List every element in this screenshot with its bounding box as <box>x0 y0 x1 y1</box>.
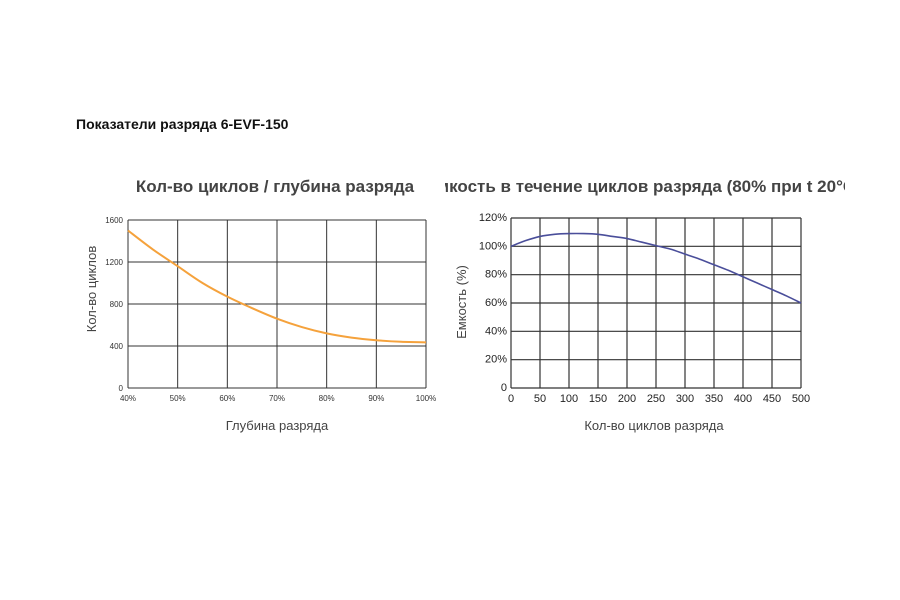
y-tick-label: 40% <box>485 325 507 337</box>
grid <box>510 217 802 389</box>
chart-title: Кол-во циклов / глубина разряда <box>136 177 415 196</box>
x-tick-label: 90% <box>368 394 384 403</box>
x-tick-label: 350 <box>705 393 723 405</box>
x-tick-label: 50% <box>170 394 186 403</box>
y-axis-title: Кол-во циклов <box>84 246 99 333</box>
capacity-vs-cycles-svg: Ёмкость в течение циклов разряда (80% пр… <box>425 177 861 433</box>
y-tick-label: 800 <box>110 300 124 309</box>
y-tick-label: 1600 <box>105 216 123 225</box>
y-tick-label: 20% <box>485 354 507 366</box>
capacity-vs-cycles-chart: Ёмкость в течение циклов разряда (80% пр… <box>425 160 861 450</box>
y-axis-title: Емкость (%) <box>454 265 469 339</box>
y-ticks: 0 400 800 1200 1600 <box>105 216 123 393</box>
cycles-vs-depth-chart: Кол-во циклов / глубина разряда 40% 50% 60… <box>70 160 450 450</box>
y-tick-label: 120% <box>479 212 507 224</box>
y-tick-label: 80% <box>485 269 507 281</box>
chart-title: Ёмкость в течение циклов разряда (80% пр… <box>445 177 845 196</box>
x-axis-title: Кол-во циклов разряда <box>584 418 724 433</box>
x-tick-label: 150 <box>589 393 607 405</box>
x-tick-label: 500 <box>792 393 810 405</box>
y-tick-label: 60% <box>485 297 507 309</box>
y-tick-label: 0 <box>501 382 507 394</box>
x-tick-label: 100 <box>560 393 578 405</box>
x-tick-label: 0 <box>508 393 514 405</box>
x-ticks: 40% 50% 60% 70% 80% 90% 100% <box>120 394 436 403</box>
x-tick-label: 450 <box>763 393 781 405</box>
series-line <box>510 232 802 304</box>
x-tick-label: 300 <box>676 393 694 405</box>
x-tick-label: 80% <box>319 394 335 403</box>
x-axis-title: Глубина разряда <box>226 418 329 433</box>
x-tick-label: 70% <box>269 394 285 403</box>
series-line <box>127 229 427 344</box>
page-heading: Показатели разряда 6-EVF-150 <box>76 116 289 132</box>
y-ticks: 0 20% 40% 60% 80% 100% 120% <box>479 212 507 394</box>
y-tick-label: 100% <box>479 240 507 252</box>
x-tick-label: 100% <box>416 394 436 403</box>
x-tick-label: 200 <box>618 393 636 405</box>
y-tick-label: 0 <box>119 384 124 393</box>
cycles-vs-depth-svg: Кол-во циклов / глубина разряда 40% 50% 60… <box>84 177 436 433</box>
x-tick-label: 250 <box>647 393 665 405</box>
x-ticks: 0 50 100 150 200 250 300 350 400 450 500 <box>508 393 810 405</box>
x-tick-label: 400 <box>734 393 752 405</box>
y-tick-label: 400 <box>110 342 124 351</box>
x-tick-label: 50 <box>534 393 546 405</box>
x-tick-label: 40% <box>120 394 136 403</box>
grid <box>127 219 427 389</box>
x-tick-label: 60% <box>219 394 235 403</box>
y-tick-label: 1200 <box>105 258 123 267</box>
